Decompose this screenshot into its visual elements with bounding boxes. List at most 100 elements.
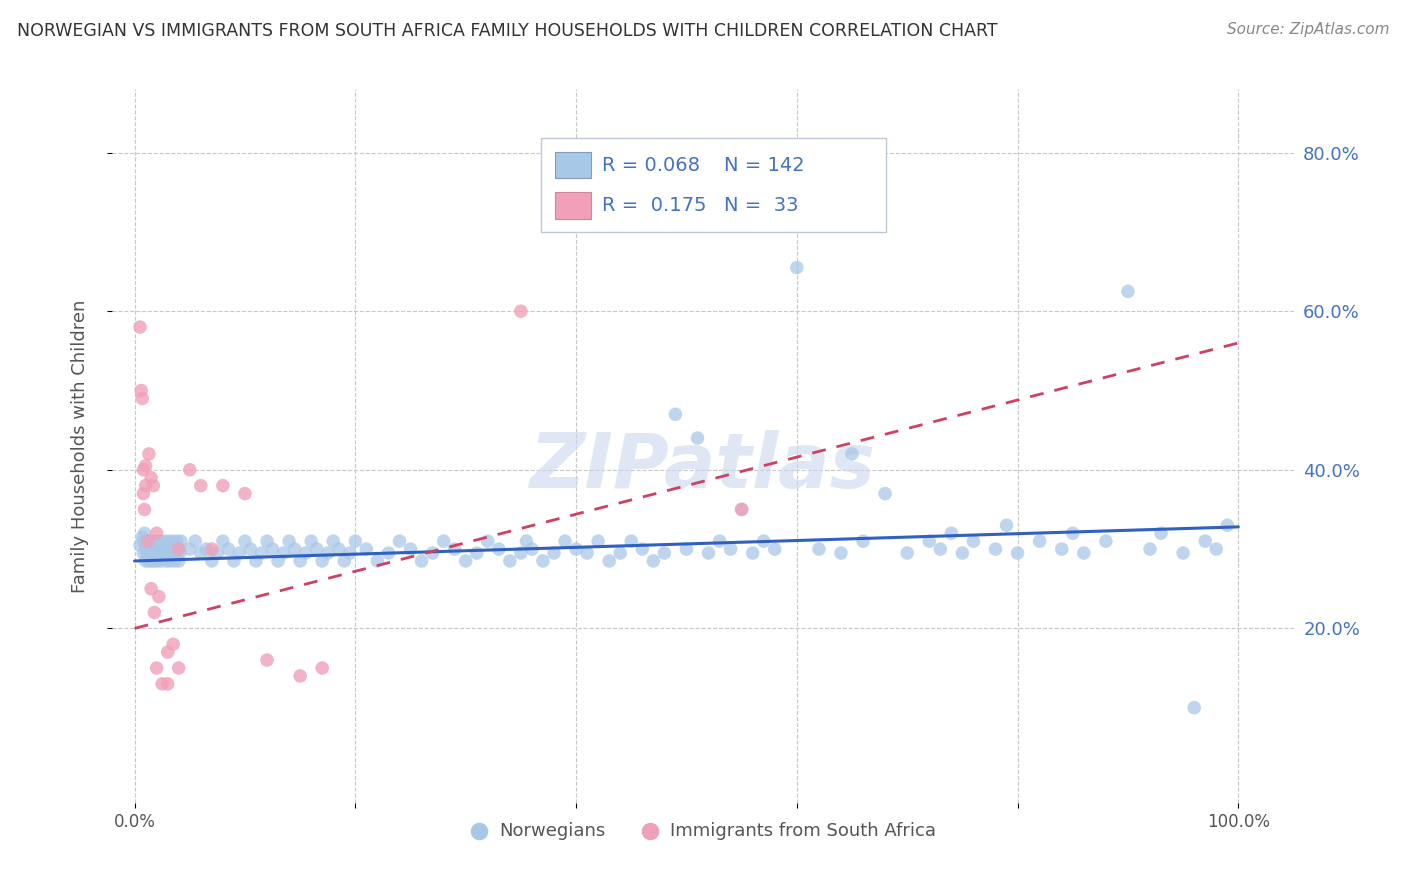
Point: [411, 554, 433, 568]
Point: [212, 534, 235, 549]
Point: [145, 542, 167, 557]
Point: [443, 542, 465, 557]
Point: [256, 534, 278, 549]
Point: [344, 534, 367, 549]
Point: [131, 530, 153, 544]
Point: [1205, 542, 1227, 557]
Point: [875, 486, 897, 500]
Point: [841, 447, 863, 461]
Point: [305, 542, 328, 557]
Point: [995, 518, 1018, 533]
Point: [145, 546, 167, 560]
Point: [333, 554, 356, 568]
Point: [250, 546, 273, 560]
Point: [138, 542, 160, 557]
Point: [288, 554, 311, 568]
Point: [598, 554, 620, 568]
Point: [245, 554, 267, 568]
Point: [165, 546, 187, 560]
Point: [752, 534, 775, 549]
Text: R =  0.175: R = 0.175: [602, 195, 706, 215]
Point: [852, 534, 875, 549]
Point: [160, 546, 183, 560]
Point: [543, 546, 565, 560]
Point: [135, 542, 157, 557]
Point: [167, 661, 190, 675]
Point: [697, 546, 720, 560]
Point: [1182, 700, 1205, 714]
Point: [339, 546, 361, 560]
Point: [228, 546, 250, 560]
Point: [565, 542, 588, 557]
Point: [138, 554, 160, 568]
Point: [129, 538, 152, 552]
Point: [278, 534, 301, 549]
Point: [1028, 534, 1050, 549]
Point: [609, 546, 631, 560]
Point: [136, 534, 159, 549]
Point: [256, 653, 278, 667]
Point: [135, 554, 157, 568]
Point: [132, 463, 155, 477]
Point: [465, 546, 488, 560]
Point: [322, 534, 344, 549]
Point: [422, 546, 444, 560]
Point: [190, 546, 212, 560]
Point: [1116, 285, 1139, 299]
Point: [239, 542, 262, 557]
Point: [1171, 546, 1194, 560]
Point: [576, 546, 599, 560]
Point: [377, 546, 399, 560]
Point: [155, 542, 177, 557]
Text: N =  33: N = 33: [724, 195, 799, 215]
Point: [299, 534, 322, 549]
Point: [160, 534, 183, 549]
Point: [720, 542, 742, 557]
Point: [217, 542, 239, 557]
Point: [586, 534, 609, 549]
Point: [1216, 518, 1239, 533]
Point: [135, 478, 157, 492]
Point: [1150, 526, 1173, 541]
Point: [1194, 534, 1216, 549]
Point: [222, 554, 245, 568]
Point: [146, 554, 169, 568]
Point: [686, 431, 709, 445]
Point: [156, 546, 179, 560]
Point: [162, 542, 184, 557]
Point: [132, 534, 155, 549]
Point: [807, 542, 830, 557]
Point: [135, 538, 157, 552]
Point: [675, 542, 697, 557]
Point: [950, 546, 973, 560]
Point: [138, 447, 160, 461]
Point: [709, 534, 731, 549]
Point: [918, 534, 941, 549]
Point: [311, 554, 333, 568]
Point: [132, 546, 155, 560]
Point: [477, 534, 499, 549]
Point: [156, 645, 179, 659]
Point: [1095, 534, 1118, 549]
Point: [134, 502, 156, 516]
Point: [157, 542, 180, 557]
Point: [356, 542, 378, 557]
Point: [267, 554, 290, 568]
Point: [150, 554, 173, 568]
Point: [152, 534, 174, 549]
Point: [273, 546, 295, 560]
Text: ZIPatlas: ZIPatlas: [530, 431, 876, 504]
Point: [184, 534, 207, 549]
Point: [179, 542, 201, 557]
Point: [284, 542, 307, 557]
Point: [156, 534, 179, 549]
Point: [631, 542, 654, 557]
Point: [179, 463, 201, 477]
Text: NORWEGIAN VS IMMIGRANTS FROM SOUTH AFRICA FAMILY HOUSEHOLDS WITH CHILDREN CORREL: NORWEGIAN VS IMMIGRANTS FROM SOUTH AFRIC…: [17, 22, 997, 40]
Point: [328, 542, 350, 557]
Point: [531, 554, 554, 568]
Point: [141, 546, 163, 560]
Point: [1050, 542, 1073, 557]
Point: [399, 542, 422, 557]
Point: [136, 546, 159, 560]
